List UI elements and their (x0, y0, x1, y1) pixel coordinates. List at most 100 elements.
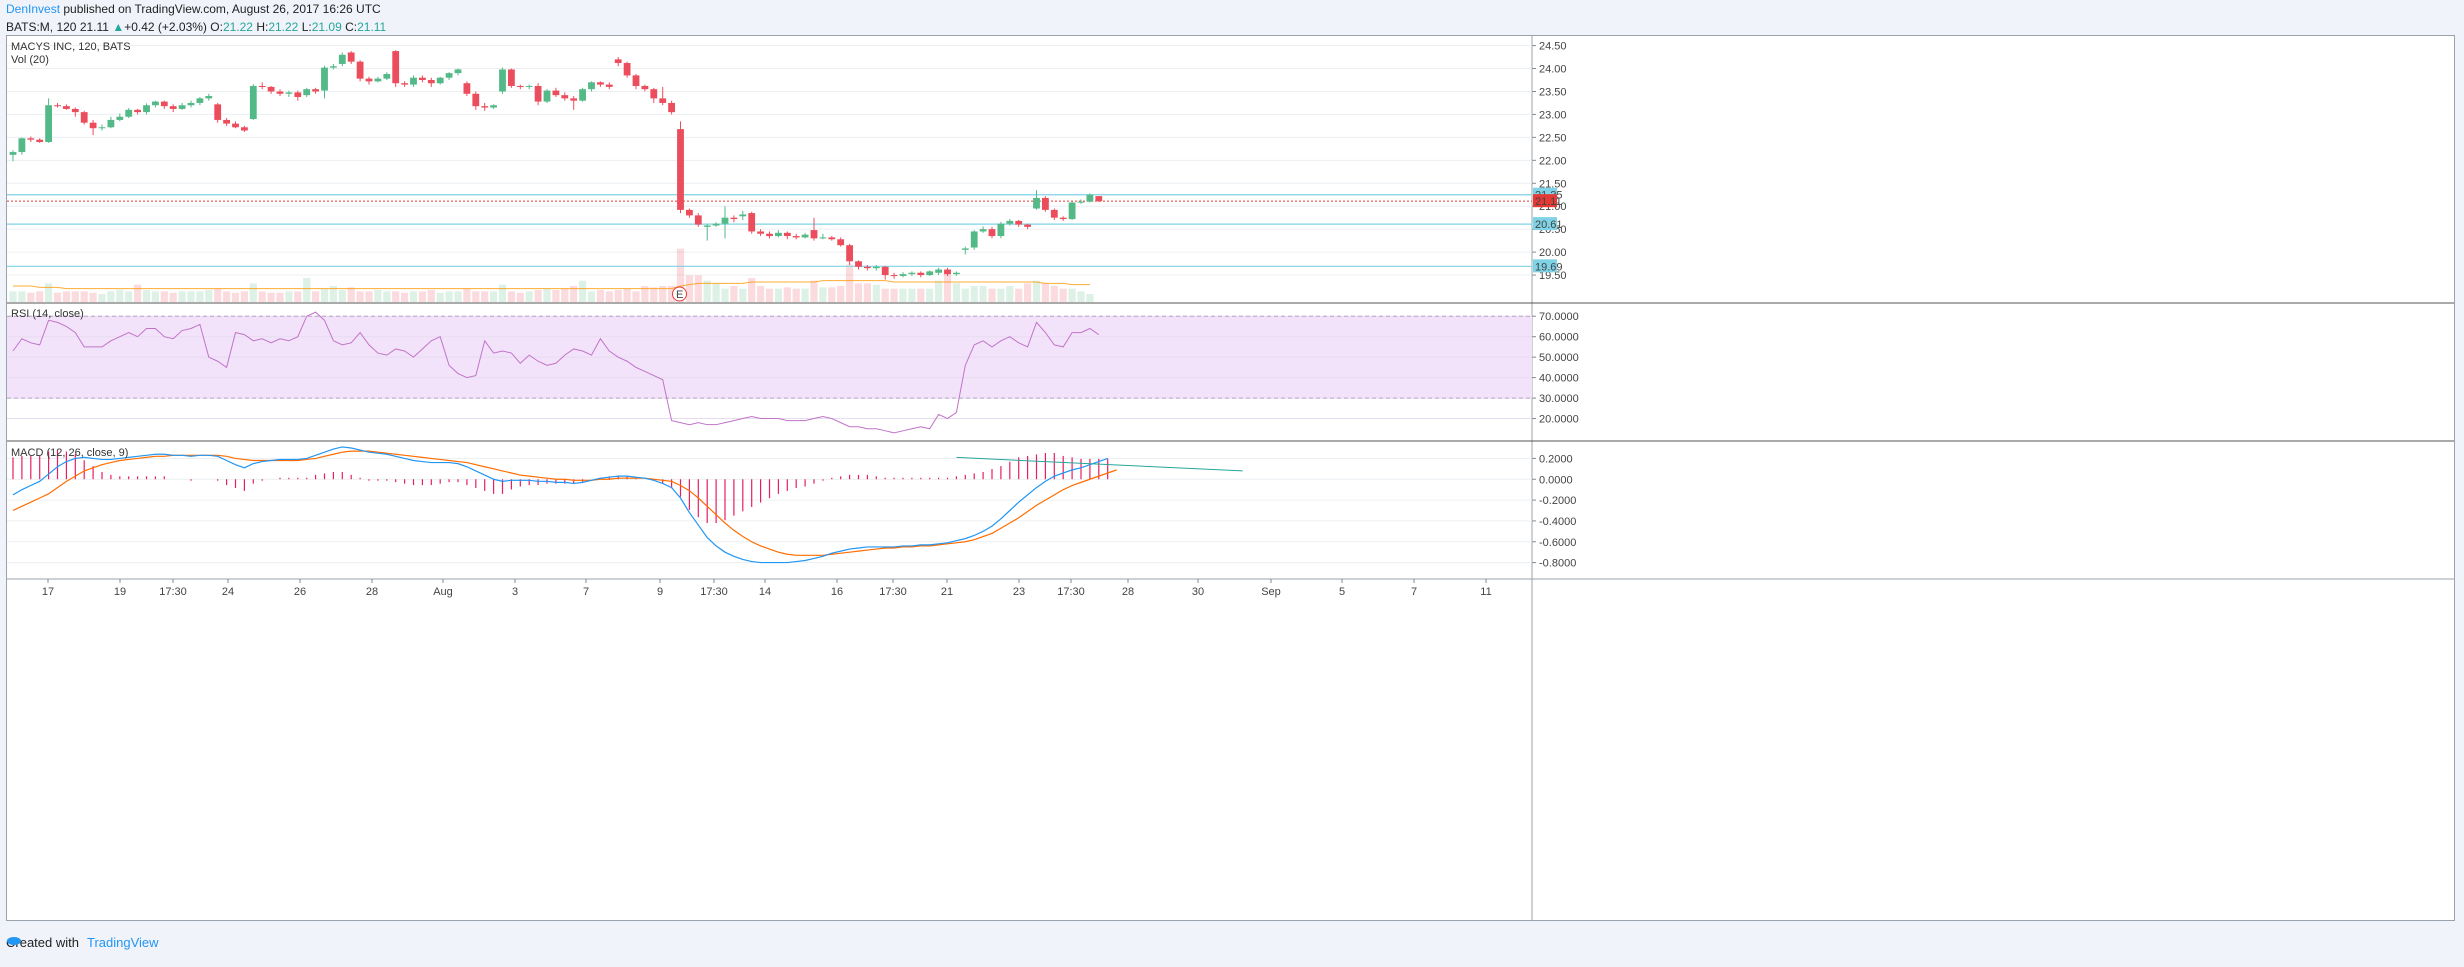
candle-body (160, 101, 168, 107)
volume-bar (810, 280, 818, 302)
volume-bar (854, 283, 863, 302)
volume-bar (748, 278, 756, 302)
candle-body (525, 85, 533, 87)
price-tick-label: 22.00 (1539, 155, 1567, 167)
candle-body (721, 217, 729, 224)
candle-body (454, 69, 462, 74)
volume-bar (249, 283, 257, 302)
volume-bar (27, 292, 35, 302)
candle-body (330, 66, 337, 68)
macd-trendline (956, 456, 1243, 472)
candle-body (80, 112, 88, 123)
chart-svg[interactable]: 24.5024.0023.5023.0022.5022.0021.5021.00… (7, 36, 2454, 920)
candle-body (169, 106, 177, 109)
level-price-badge (1533, 259, 1557, 273)
candle-body (205, 96, 213, 99)
candle-body (748, 213, 756, 232)
volume-bar (472, 291, 480, 302)
volume-bar (1032, 280, 1041, 302)
volume-bar (445, 291, 453, 302)
macd-tick-label: 0.2000 (1539, 453, 1573, 465)
volume-bar (890, 288, 898, 302)
candle-body (312, 89, 319, 92)
candle-body (864, 266, 871, 269)
macd-tick-label: 0.0000 (1539, 474, 1573, 486)
candle-body (18, 138, 26, 153)
change-value: +0.42 (+2.03%) (124, 20, 207, 34)
volume-bar (632, 291, 640, 302)
candle-body (401, 83, 408, 85)
volume-bar (863, 283, 871, 302)
rsi-line (12, 311, 1100, 434)
candle-body (276, 91, 284, 94)
macd-tick-label: -0.8000 (1539, 558, 1576, 570)
time-tick-label: 30 (1192, 586, 1204, 598)
candle-body (677, 129, 684, 210)
publish-info: DenInvest published on TradingView.com, … (6, 2, 381, 16)
volume-bar (1024, 283, 1032, 302)
candle-body (926, 271, 934, 276)
candle-body (1086, 194, 1094, 202)
candle-body (703, 225, 711, 227)
candle-body (463, 83, 471, 94)
volume-bar (427, 290, 435, 302)
candle-body (294, 92, 302, 97)
high-label: H: (256, 20, 269, 34)
candle-body (321, 67, 328, 91)
volume-bar (178, 291, 186, 302)
candle-body (641, 85, 649, 90)
volume-bar (1077, 291, 1085, 302)
volume-bar (543, 288, 551, 302)
volume-bar (18, 291, 26, 302)
candle-body (9, 152, 17, 155)
volume-bar (356, 291, 364, 302)
candle-body (45, 105, 52, 142)
candle-body (419, 77, 426, 81)
volume-bar (45, 283, 53, 302)
candle-body (908, 272, 916, 275)
volume-bar (507, 291, 515, 302)
candle-body (828, 237, 836, 240)
volume-bar (516, 292, 524, 302)
candle-body (472, 93, 480, 107)
candle-body (223, 119, 230, 124)
volume-bar (997, 288, 1005, 302)
candle-body (935, 269, 942, 273)
author-link[interactable]: DenInvest (6, 2, 61, 16)
volume-bar (1015, 288, 1023, 302)
time-tick-label: 24 (222, 586, 234, 598)
time-tick-label: 16 (831, 586, 843, 598)
candle-body (267, 86, 275, 92)
volume-bar (481, 291, 489, 302)
candle-body (552, 90, 560, 96)
candle-body (872, 266, 880, 269)
footer: Created with TradingView (6, 935, 159, 950)
chart-container[interactable]: 24.50 24.00 23.50 23.00 22.50 22.00 21.50 21.00… (6, 35, 2455, 921)
candle-body (970, 231, 978, 248)
candle-body (98, 127, 106, 129)
candle-body (694, 215, 702, 225)
candle-body (1050, 209, 1058, 218)
candle-body (988, 229, 996, 237)
volume-bar (169, 292, 177, 302)
time-tick-label: 3 (512, 586, 518, 598)
candle-body (846, 245, 853, 262)
volume-bar (1059, 288, 1067, 302)
volume-bar (365, 291, 373, 302)
volume-bar (614, 290, 622, 302)
tradingview-logo-text[interactable]: TradingView (86, 935, 159, 950)
volume-bar (605, 291, 613, 302)
price-tick-label: 23.00 (1539, 109, 1567, 121)
price-tick-label: 22.50 (1539, 132, 1567, 144)
close-value: 21.11 (357, 20, 387, 34)
volume-bar (329, 286, 337, 302)
volume-bar (926, 288, 934, 302)
volume-bar (685, 275, 693, 302)
rsi-tick-label: 50.0000 (1539, 352, 1579, 364)
volume-bar (765, 288, 774, 302)
volume-bar (409, 291, 418, 302)
candle-body (249, 85, 257, 120)
volume-bar (80, 291, 88, 302)
time-tick-label: 7 (1411, 586, 1417, 598)
time-tick-label: 17:30 (1057, 586, 1085, 598)
